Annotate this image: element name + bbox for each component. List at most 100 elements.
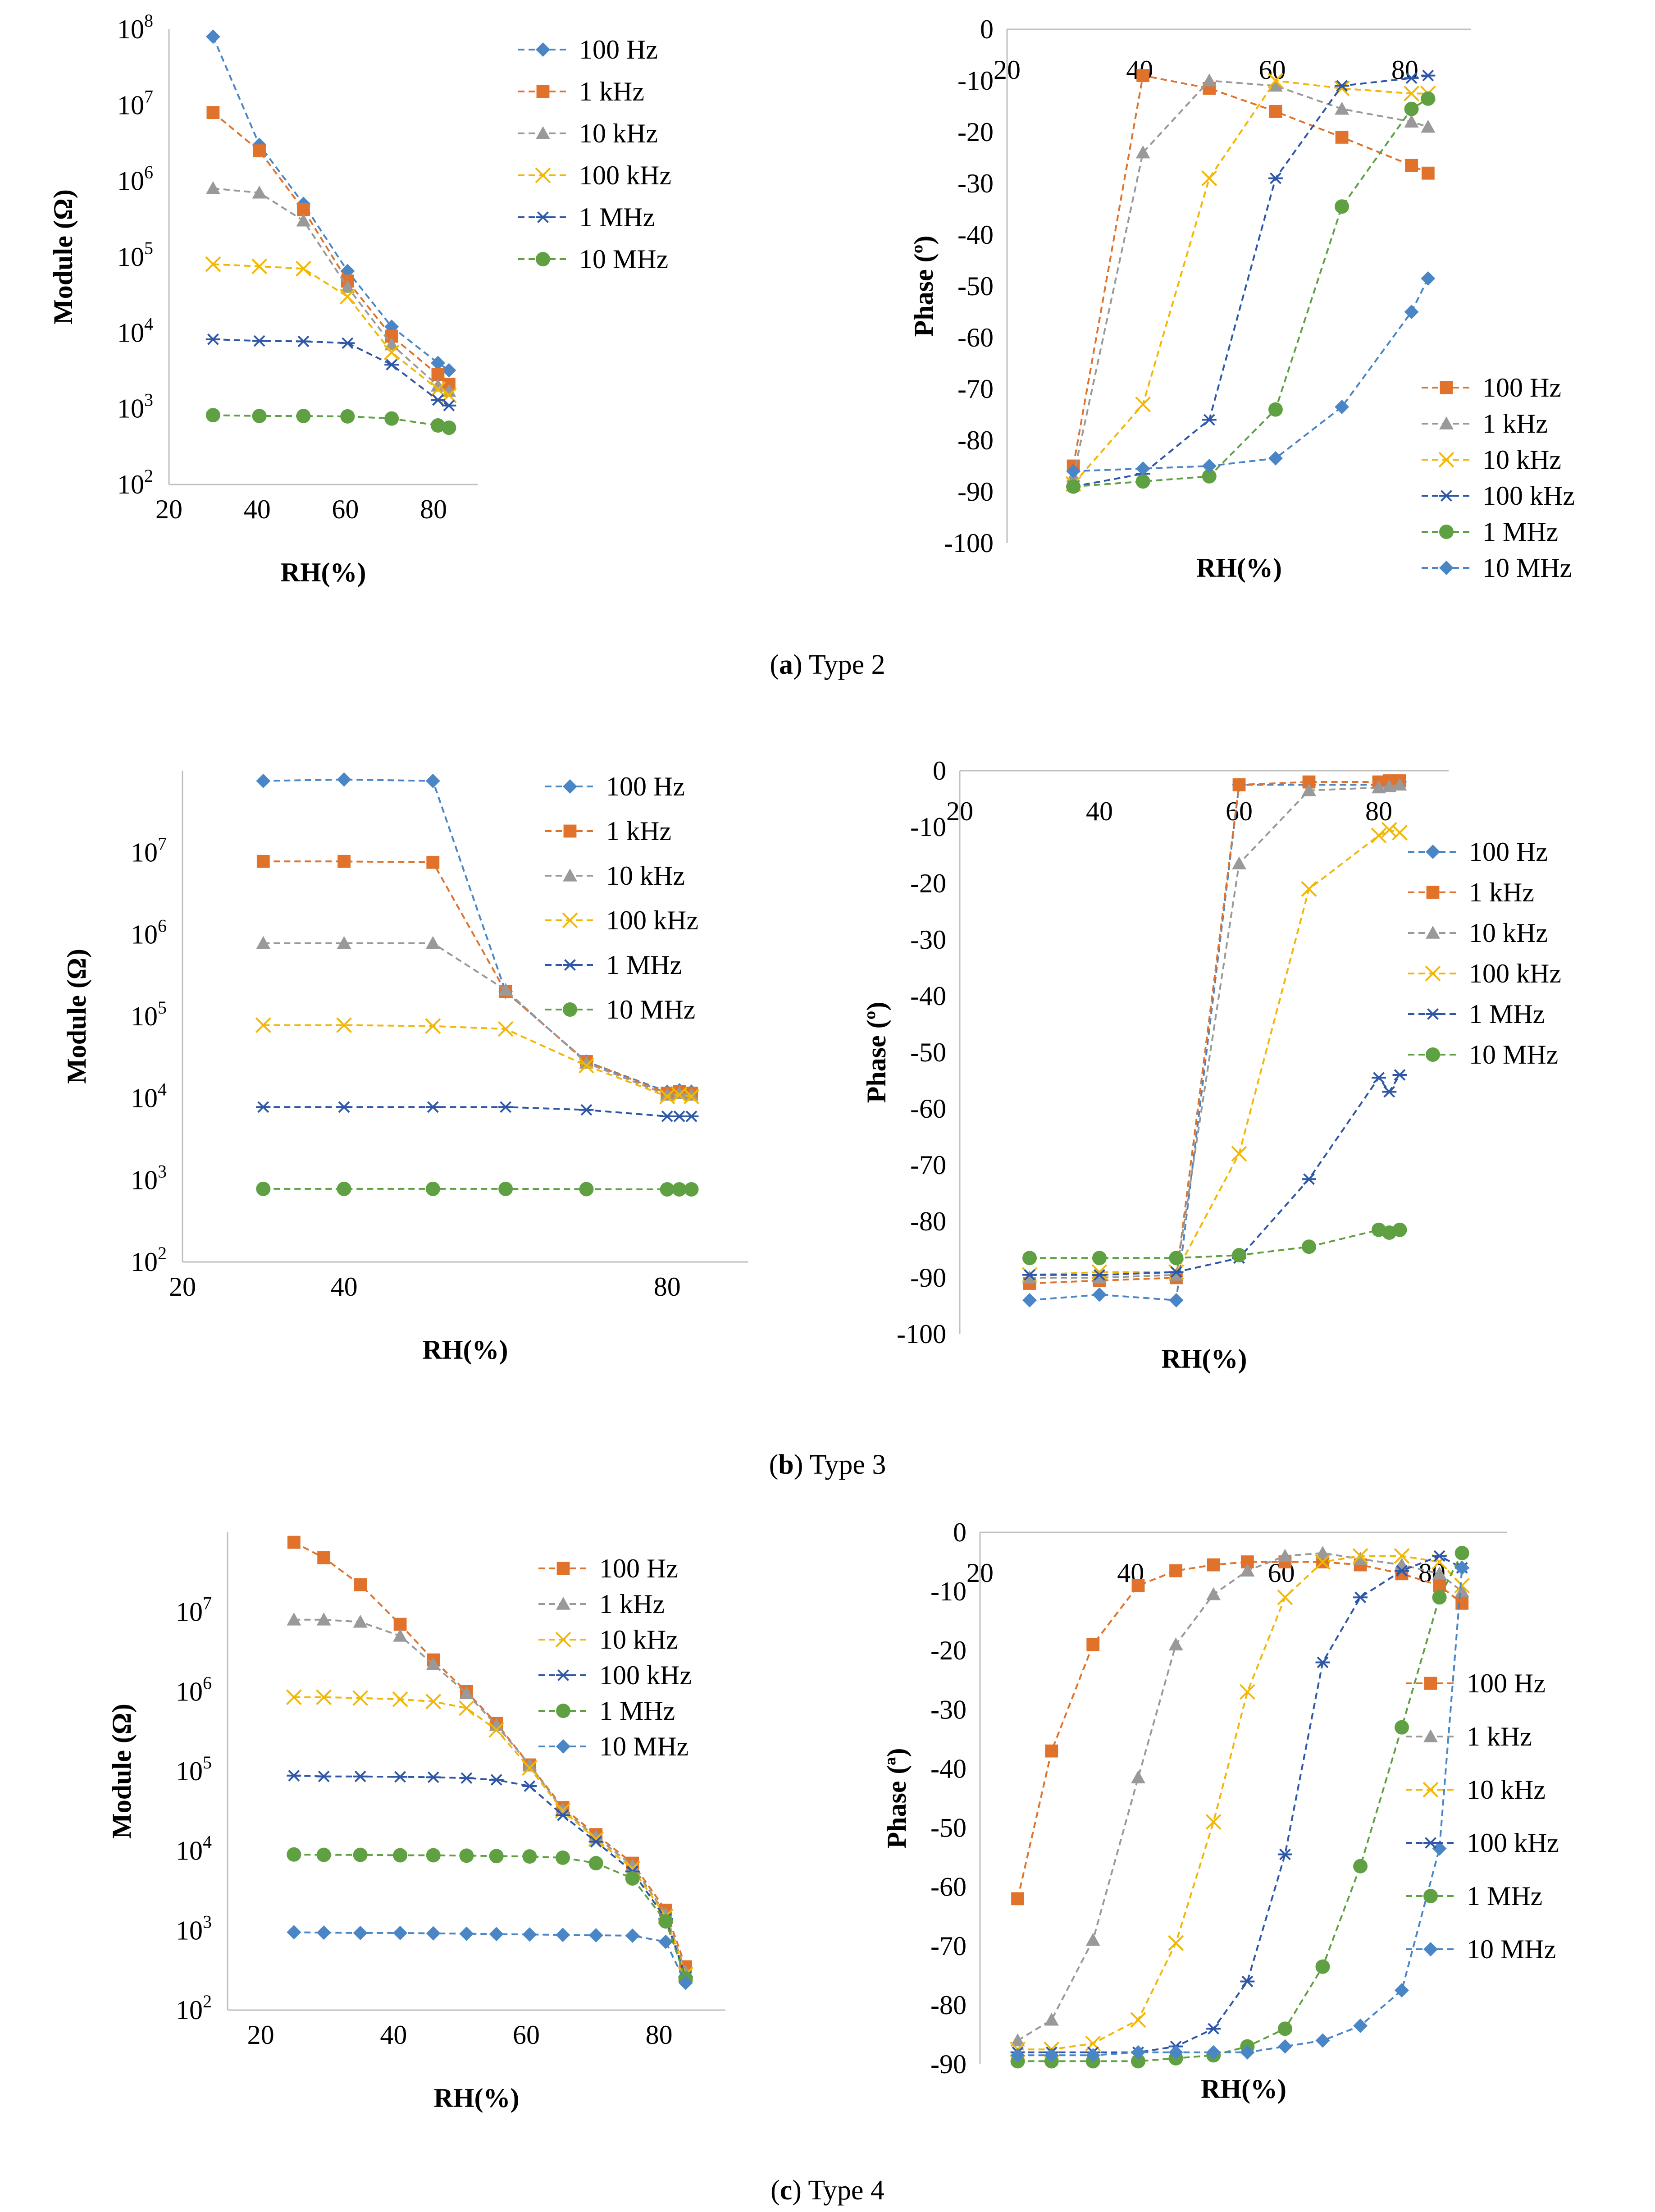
- data-point: [316, 1925, 331, 1940]
- data-point: [1277, 1549, 1292, 1562]
- caption-c-letter: c: [780, 2175, 793, 2206]
- data-point: [430, 418, 445, 433]
- data-point: [426, 855, 440, 869]
- legend-marker: [536, 85, 550, 98]
- series-line-10-mhz: [213, 414, 449, 429]
- data-point: [337, 936, 351, 949]
- y-tick-label: -90: [910, 1263, 946, 1293]
- legend-label: 1 kHz: [579, 77, 644, 106]
- data-point: [1392, 1222, 1407, 1237]
- series-line-1-mhz: [263, 1106, 692, 1117]
- series-line-1-mhz: [1073, 98, 1429, 488]
- legend-marker: [563, 779, 577, 794]
- data-point: [1269, 105, 1282, 118]
- data-point: [393, 1925, 408, 1940]
- y-axis-title: Module (Ω): [62, 949, 91, 1084]
- data-point: [1454, 1577, 1470, 1594]
- y-tick-label: -10: [957, 66, 994, 96]
- data-point: [488, 1722, 505, 1738]
- chart-b-module: 20 40 80 102 103 104 105 106 107 RH(%) Module (Ω) 1…: [62, 771, 748, 1365]
- data-point: [1232, 778, 1246, 791]
- x-tick-label: 60: [332, 494, 359, 524]
- data-point: [287, 1847, 301, 1862]
- data-point: [256, 855, 270, 868]
- x-tick-label: 20: [946, 796, 973, 826]
- data-point: [498, 983, 513, 996]
- data-point: [1372, 1072, 1386, 1084]
- caption-b: (b) Type 3: [769, 1449, 886, 1480]
- data-point: [459, 1686, 474, 1700]
- data-point: [256, 1181, 271, 1196]
- data-point: [1231, 1146, 1247, 1162]
- caption-a-text: Type 2: [802, 649, 885, 680]
- data-point: [1352, 1548, 1368, 1564]
- data-point: [684, 1088, 699, 1105]
- data-point: [1085, 1933, 1100, 1946]
- y-tick-label: 105: [117, 238, 153, 272]
- legend-label: 1 kHz: [599, 1589, 665, 1619]
- x-tick-label: 20: [967, 1558, 994, 1588]
- legend-marker: [1440, 381, 1453, 394]
- data-point: [1405, 159, 1418, 172]
- data-point: [339, 288, 356, 305]
- data-point: [1315, 2033, 1330, 2048]
- data-point: [1130, 2012, 1146, 2028]
- data-point: [337, 855, 351, 868]
- legend-marker: [1426, 845, 1440, 859]
- data-point: [489, 1774, 504, 1786]
- legend-label: 1 kHz: [606, 816, 671, 846]
- data-point: [353, 1925, 368, 1940]
- data-point: [1206, 2045, 1221, 2060]
- y-tick-label: 105: [131, 997, 167, 1031]
- data-point: [393, 1618, 407, 1631]
- legend-label: 10 MHz: [1469, 1040, 1558, 1069]
- y-tick-label: -60: [957, 323, 994, 352]
- data-point: [1044, 2012, 1059, 2026]
- data-point: [442, 363, 456, 378]
- data-point: [1382, 779, 1397, 792]
- series-line-100-khz: [1017, 1555, 1463, 2053]
- data-point: [442, 399, 456, 411]
- legend-label: 100 Hz: [606, 772, 685, 801]
- chart-a-module: 20 40 60 80 102 103 104 105 106 107 108 RH(%) Module…: [48, 10, 671, 587]
- x-tick-label: 60: [513, 2020, 540, 2050]
- data-point: [1315, 1545, 1330, 1559]
- data-point: [287, 1536, 301, 1549]
- y-tick-label: 102: [131, 1243, 167, 1277]
- series-line-100-hz: [1072, 74, 1429, 466]
- y-tick-label: 106: [176, 1673, 212, 1706]
- data-point: [658, 1934, 673, 1949]
- data-point: [1454, 1560, 1469, 1575]
- legend-marker: [536, 211, 550, 223]
- data-point: [205, 333, 220, 345]
- legend-label: 10 kHz: [579, 119, 658, 148]
- legend-label: 100 kHz: [1467, 1828, 1559, 1858]
- data-point: [1421, 166, 1435, 180]
- series-line-10-mhz: [294, 1931, 687, 1983]
- data-point: [1268, 78, 1283, 92]
- data-point: [430, 394, 445, 406]
- data-point: [1267, 73, 1284, 89]
- data-point: [556, 1809, 570, 1821]
- data-point: [1404, 86, 1419, 101]
- legend-marker: [1439, 561, 1454, 575]
- data-point: [658, 1914, 673, 1929]
- series-line-1-khz: [212, 112, 450, 385]
- legend-label: 1 MHz: [1482, 517, 1558, 547]
- y-tick-label: -80: [910, 1207, 946, 1236]
- legend-marker: [1423, 1729, 1438, 1742]
- y-tick-label: 103: [176, 1911, 212, 1945]
- data-point: [498, 1181, 513, 1196]
- y-tick-label: 104: [117, 314, 153, 347]
- data-point: [1201, 170, 1217, 187]
- data-point: [430, 356, 445, 370]
- data-point: [579, 1056, 594, 1069]
- y-tick-label: 103: [117, 390, 153, 424]
- y-tick-label: -20: [930, 1636, 967, 1665]
- y-tick-label: -70: [930, 1931, 967, 1961]
- series-line-1-khz: [1072, 79, 1428, 477]
- series-line-100-khz: [1073, 74, 1428, 488]
- legend-label: 10 MHz: [1482, 553, 1572, 583]
- data-point: [1092, 1287, 1107, 1302]
